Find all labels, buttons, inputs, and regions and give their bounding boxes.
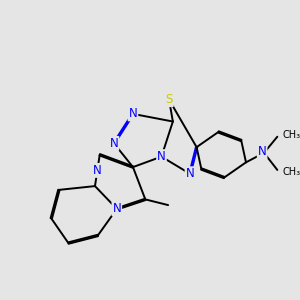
Text: S: S [165,93,173,106]
Text: N: N [112,202,121,215]
Text: N: N [186,167,194,180]
Text: N: N [93,164,102,177]
Text: N: N [129,107,137,120]
Text: CH₃: CH₃ [282,167,300,177]
Text: N: N [258,146,266,158]
Text: N: N [157,150,166,163]
Text: N: N [110,137,118,150]
Text: CH₃: CH₃ [282,130,300,140]
